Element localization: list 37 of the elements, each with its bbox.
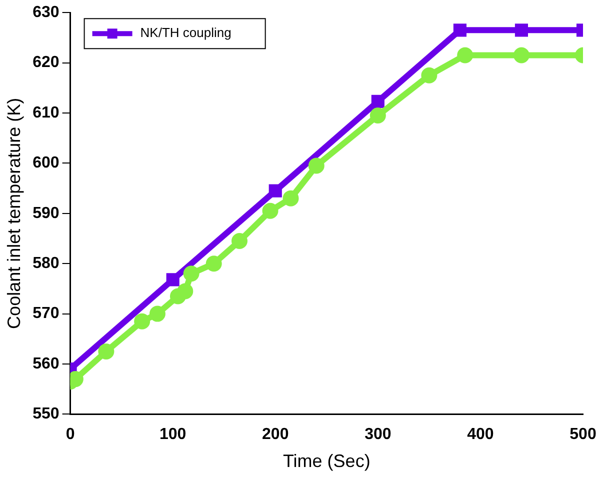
point bbox=[370, 108, 386, 124]
y-tick-label: 600 bbox=[32, 154, 60, 172]
point bbox=[421, 67, 438, 84]
x-tick-label: 400 bbox=[467, 426, 494, 444]
point bbox=[457, 47, 474, 64]
y-tick-label: 560 bbox=[32, 355, 60, 372]
x-tick-label: 100 bbox=[159, 426, 186, 444]
point bbox=[183, 266, 200, 282]
x-axis-title: Time (Sec) bbox=[282, 451, 370, 472]
y-tick-label: 590 bbox=[32, 204, 60, 222]
legend-label: NK/TH coupling bbox=[140, 25, 232, 40]
y-tick-label: 630 bbox=[32, 4, 60, 22]
point bbox=[134, 313, 150, 330]
point bbox=[282, 190, 299, 206]
y-tick-label: 620 bbox=[32, 54, 60, 72]
y-tick-label: 580 bbox=[32, 255, 60, 272]
point bbox=[231, 233, 248, 250]
point bbox=[453, 24, 466, 37]
x-tick-label: 200 bbox=[262, 426, 289, 444]
x-tick-label: 500 bbox=[570, 426, 596, 444]
point bbox=[206, 256, 222, 272]
point bbox=[513, 47, 530, 64]
point bbox=[268, 184, 282, 198]
y-axis-title: Coolant inlet temperature (K) bbox=[4, 98, 24, 329]
x-tick-label: 300 bbox=[364, 426, 392, 444]
y-tick-label: 610 bbox=[32, 104, 60, 122]
point bbox=[262, 202, 278, 219]
point bbox=[149, 306, 166, 322]
y-tick-label: 570 bbox=[32, 305, 60, 322]
y-tick-label: 550 bbox=[32, 406, 60, 423]
point bbox=[98, 343, 114, 360]
point bbox=[177, 283, 194, 300]
point bbox=[514, 24, 528, 37]
point bbox=[166, 273, 180, 286]
point bbox=[308, 158, 324, 174]
point bbox=[371, 94, 384, 108]
x-tick-label: 0 bbox=[66, 426, 75, 444]
